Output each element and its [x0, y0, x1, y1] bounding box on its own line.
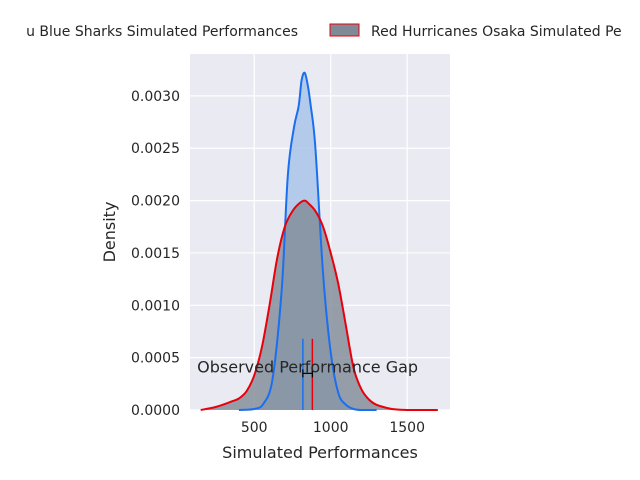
y-tick-label: 0.0030 — [131, 89, 180, 105]
series-layer — [200, 71, 438, 411]
annotation-text: Observed Performance Gap — [197, 357, 418, 376]
y-axis-ticks: 0.0000 0.0005 0.0010 0.0015 0.0020 0.0025 0.00… — [131, 89, 180, 419]
grid — [190, 54, 450, 411]
y-tick-label: 0.0010 — [131, 298, 180, 314]
legend: u Blue Sharks Simulated Performances Red… — [26, 23, 622, 40]
series-line-blue — [238, 71, 377, 411]
x-axis-ticks: 500 1000 1500 — [241, 420, 425, 436]
legend-swatch-red — [329, 23, 360, 37]
legend-label-red: Red Hurricanes Osaka Simulated Pe — [371, 24, 622, 40]
y-tick-label: 0.0020 — [131, 194, 180, 210]
series-line-red — [200, 199, 438, 411]
x-tick-label: 500 — [241, 420, 268, 436]
legend-label-blue: u Blue Sharks Simulated Performances — [26, 24, 298, 40]
x-tick-label: 1000 — [313, 420, 349, 436]
x-axis-label: Simulated Performances — [222, 443, 418, 462]
y-tick-label: 0.0005 — [131, 351, 180, 367]
y-tick-label: 0.0000 — [131, 403, 180, 419]
annotation-layer: Observed Performance Gap — [197, 357, 418, 378]
y-tick-label: 0.0025 — [131, 141, 180, 157]
y-axis-label: Density — [100, 202, 119, 263]
x-tick-label: 1500 — [389, 420, 425, 436]
y-tick-label: 0.0015 — [131, 246, 180, 262]
